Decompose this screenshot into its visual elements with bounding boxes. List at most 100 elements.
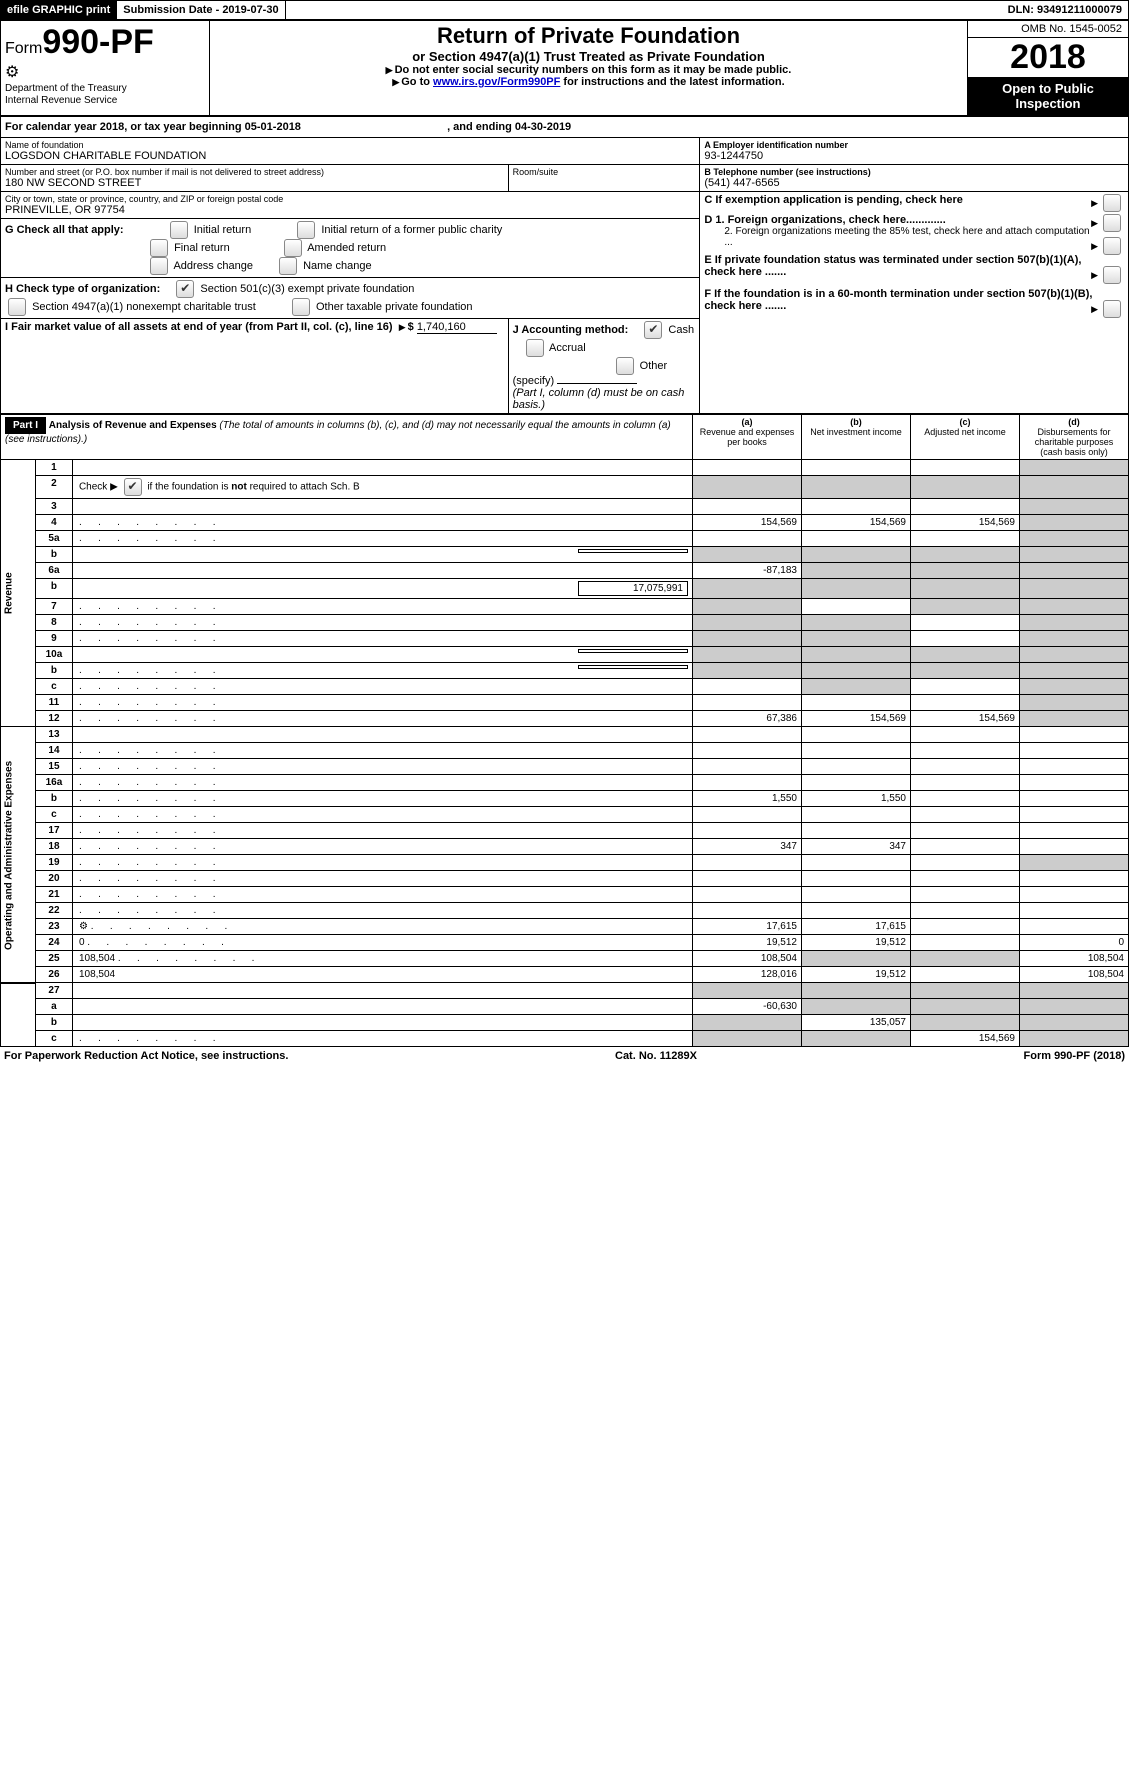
initial-return-checkbox[interactable] xyxy=(170,221,188,239)
cell-b xyxy=(802,999,911,1015)
amended-return-checkbox[interactable] xyxy=(284,239,302,257)
line-number: 26 xyxy=(35,967,72,983)
other-taxable-checkbox[interactable] xyxy=(292,298,310,316)
60month-checkbox[interactable] xyxy=(1103,300,1121,318)
cell-a xyxy=(693,983,802,999)
line-description xyxy=(72,663,692,679)
cell-a xyxy=(693,599,802,615)
final-return-checkbox[interactable] xyxy=(150,239,168,257)
cell-d: 0 xyxy=(1020,935,1129,951)
cash-checkbox[interactable] xyxy=(644,321,662,339)
street-address: 180 NW SECOND STREET xyxy=(5,177,504,189)
4947a1-checkbox[interactable] xyxy=(8,298,26,316)
line-description xyxy=(72,460,692,476)
cell-a xyxy=(693,631,802,647)
phone: (541) 447-6565 xyxy=(704,177,1124,189)
cell-a xyxy=(693,855,802,871)
cell-a xyxy=(693,727,802,743)
line-number: 13 xyxy=(35,727,72,743)
line-number: 12 xyxy=(35,711,72,727)
cell-a xyxy=(693,615,802,631)
cell-a xyxy=(693,547,802,563)
irs-label: Internal Revenue Service xyxy=(5,95,117,106)
foreign-85-checkbox[interactable] xyxy=(1103,237,1121,255)
cell-b xyxy=(802,579,911,599)
cell-c xyxy=(911,695,1020,711)
omb-number: OMB No. 1545-0052 xyxy=(968,21,1128,38)
line-number: b xyxy=(35,1015,72,1031)
cell-a xyxy=(693,759,802,775)
line-number: 17 xyxy=(35,823,72,839)
cell-a xyxy=(693,663,802,679)
cell-c xyxy=(911,476,1020,499)
cell-a: -87,183 xyxy=(693,563,802,579)
cell-c xyxy=(911,855,1020,871)
line-description: 17,075,991 xyxy=(72,579,692,599)
cell-d xyxy=(1020,919,1129,935)
cell-c xyxy=(911,807,1020,823)
terminated-checkbox[interactable] xyxy=(1103,266,1121,284)
line-description: ⚙ xyxy=(72,919,692,935)
cell-c xyxy=(911,759,1020,775)
cell-a xyxy=(693,695,802,711)
cell-a xyxy=(693,823,802,839)
cell-b xyxy=(802,775,911,791)
cell-a xyxy=(693,903,802,919)
cell-a: 67,386 xyxy=(693,711,802,727)
cell-c xyxy=(911,791,1020,807)
cell-d xyxy=(1020,983,1129,999)
line-description xyxy=(72,631,692,647)
cell-d xyxy=(1020,647,1129,663)
cell-c xyxy=(911,999,1020,1015)
other-method-checkbox[interactable] xyxy=(616,357,634,375)
initial-former-checkbox[interactable] xyxy=(297,221,315,239)
cell-a xyxy=(693,647,802,663)
cell-d xyxy=(1020,871,1129,887)
cell-d xyxy=(1020,531,1129,547)
form-title: Return of Private Foundation xyxy=(214,23,963,49)
cell-a xyxy=(693,579,802,599)
cell-c xyxy=(911,919,1020,935)
line-number: 11 xyxy=(35,695,72,711)
line-description xyxy=(72,823,692,839)
cell-d xyxy=(1020,547,1129,563)
dln: DLN: 93491211000079 xyxy=(1002,1,1128,19)
line-description xyxy=(72,679,692,695)
cell-d xyxy=(1020,855,1129,871)
line-number: 8 xyxy=(35,615,72,631)
tax-year: 2018 xyxy=(968,38,1128,77)
fmv-value: 1,740,160 xyxy=(417,321,497,334)
address-change-checkbox[interactable] xyxy=(150,257,168,275)
cell-a xyxy=(693,1015,802,1031)
cell-d xyxy=(1020,476,1129,499)
foreign-org-checkbox[interactable] xyxy=(1103,214,1121,232)
name-change-checkbox[interactable] xyxy=(279,257,297,275)
page-footer: For Paperwork Reduction Act Notice, see … xyxy=(0,1047,1129,1065)
line-number: c xyxy=(35,807,72,823)
cell-d xyxy=(1020,579,1129,599)
501c3-checkbox[interactable] xyxy=(176,280,194,298)
accrual-checkbox[interactable] xyxy=(526,339,544,357)
cell-b xyxy=(802,547,911,563)
cell-a xyxy=(693,807,802,823)
cell-a xyxy=(693,679,802,695)
line-number: 6a xyxy=(35,563,72,579)
line-description xyxy=(72,759,692,775)
top-bar: efile GRAPHIC print Submission Date - 20… xyxy=(0,0,1129,20)
line-description xyxy=(72,531,692,547)
cell-c xyxy=(911,951,1020,967)
cell-c xyxy=(911,887,1020,903)
calendar-year-line: For calendar year 2018, or tax year begi… xyxy=(0,116,1129,137)
cell-b xyxy=(802,855,911,871)
cell-a xyxy=(693,531,802,547)
cell-a: 19,512 xyxy=(693,935,802,951)
line-number: b xyxy=(35,791,72,807)
expenses-section-label: Operating and Administrative Expenses xyxy=(1,727,36,983)
instructions-link[interactable]: www.irs.gov/Form990PF xyxy=(433,76,560,88)
cell-d xyxy=(1020,823,1129,839)
cell-b: 154,569 xyxy=(802,711,911,727)
line-description: 108,504 xyxy=(72,951,692,967)
pending-checkbox[interactable] xyxy=(1103,194,1121,212)
foundation-name: LOGSDON CHARITABLE FOUNDATION xyxy=(5,150,695,162)
entity-info: Name of foundation LOGSDON CHARITABLE FO… xyxy=(0,137,1129,414)
